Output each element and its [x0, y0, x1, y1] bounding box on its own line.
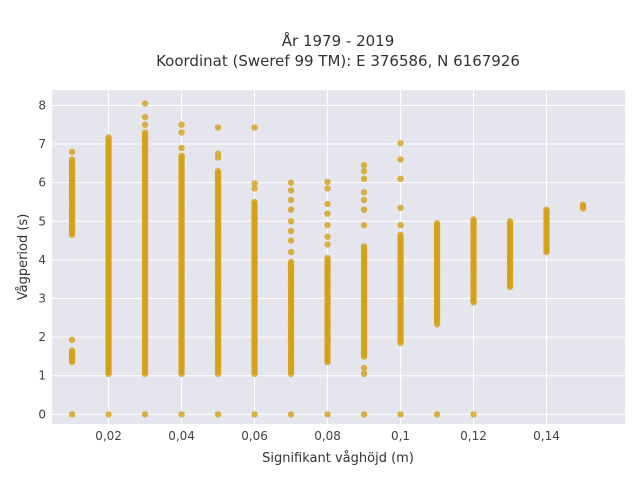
y-tick-label: 2	[38, 330, 46, 344]
data-point	[324, 178, 331, 186]
data-point	[324, 254, 331, 262]
data-point	[178, 121, 185, 128]
y-tick-label: 8	[38, 98, 46, 112]
chart-subtitle: Koordinat (Sweref 99 TM): E 376586, N 61…	[156, 52, 520, 70]
data-point	[287, 187, 295, 194]
data-point	[68, 231, 76, 238]
data-point	[360, 411, 368, 418]
data-point	[251, 411, 258, 418]
data-point	[251, 185, 258, 192]
data-point	[214, 150, 222, 157]
x-tick-label: 0,14	[533, 429, 560, 443]
data-point	[360, 189, 368, 196]
x-tick-label: 0,06	[241, 429, 268, 443]
data-point	[214, 124, 222, 131]
y-tick-label: 5	[38, 214, 46, 228]
data-point	[251, 198, 258, 206]
data-point	[397, 140, 404, 147]
data-point	[433, 220, 441, 227]
data-point	[579, 201, 587, 208]
data-point	[178, 129, 185, 136]
data-point	[397, 221, 404, 229]
data-point	[68, 347, 76, 354]
data-point	[287, 237, 295, 244]
data-point	[360, 243, 368, 250]
data-point	[287, 218, 295, 225]
y-tick-label: 0	[38, 407, 46, 421]
data-point	[68, 336, 76, 344]
data-points	[68, 100, 587, 418]
data-point	[360, 206, 368, 213]
data-point	[470, 411, 477, 418]
data-point	[178, 144, 185, 152]
data-point	[214, 411, 222, 418]
data-point	[397, 411, 404, 418]
y-tick-label: 7	[38, 137, 46, 151]
data-point	[470, 216, 477, 223]
data-point	[360, 364, 368, 372]
data-point	[397, 204, 404, 211]
x-axis-title: Signifikant våghöjd (m)	[262, 451, 414, 466]
data-point	[360, 175, 368, 183]
data-point	[543, 206, 550, 213]
y-tick-label: 4	[38, 253, 46, 267]
data-point	[324, 200, 331, 208]
data-point	[141, 100, 149, 107]
data-point	[251, 180, 258, 187]
y-tick-labels: 0 1 2 3 4 5 6 7 8	[38, 98, 46, 421]
data-point	[287, 248, 295, 256]
data-point	[397, 231, 404, 238]
data-point	[68, 156, 76, 163]
data-point	[141, 121, 149, 128]
data-point	[105, 134, 112, 141]
data-point	[214, 167, 222, 175]
data-point	[360, 196, 368, 204]
data-point	[68, 411, 76, 418]
data-point	[287, 411, 295, 418]
data-point	[360, 162, 368, 169]
data-point	[287, 206, 295, 213]
x-tick-label: 0,1	[391, 429, 410, 443]
data-point	[397, 175, 404, 183]
data-point	[433, 321, 441, 328]
data-point	[141, 113, 149, 121]
data-point	[324, 241, 331, 248]
x-tick-labels: 0,02 0,04 0,06 0,08 0,1 0,12 0,14	[95, 429, 560, 443]
data-point	[324, 185, 331, 192]
x-tick-label: 0,12	[460, 429, 487, 443]
data-point	[506, 218, 514, 225]
y-tick-label: 3	[38, 292, 46, 306]
y-tick-label: 1	[38, 369, 46, 383]
data-point	[178, 411, 185, 418]
data-point	[141, 129, 149, 136]
data-point	[251, 124, 258, 131]
data-point	[324, 233, 331, 240]
x-tick-label: 0,04	[168, 429, 195, 443]
data-point	[287, 179, 295, 186]
data-point	[324, 210, 331, 217]
data-point	[105, 411, 112, 418]
data-point	[360, 370, 368, 378]
data-point	[360, 221, 368, 229]
y-tick-label: 6	[38, 176, 46, 190]
plot-area	[52, 90, 625, 424]
y-axis-title: Vågperiod (s)	[16, 214, 31, 301]
chart-title: År 1979 - 2019	[282, 31, 395, 50]
data-point	[324, 221, 331, 229]
data-point	[324, 411, 331, 418]
x-tick-label: 0,02	[95, 429, 122, 443]
data-point	[141, 411, 149, 418]
data-point	[287, 227, 295, 235]
data-point	[178, 152, 185, 159]
x-tick-label: 0,08	[314, 429, 341, 443]
data-point	[287, 196, 295, 204]
data-point	[360, 167, 368, 175]
data-point	[287, 258, 295, 266]
data-point	[397, 156, 404, 163]
data-point	[68, 148, 76, 155]
data-point	[433, 411, 441, 418]
